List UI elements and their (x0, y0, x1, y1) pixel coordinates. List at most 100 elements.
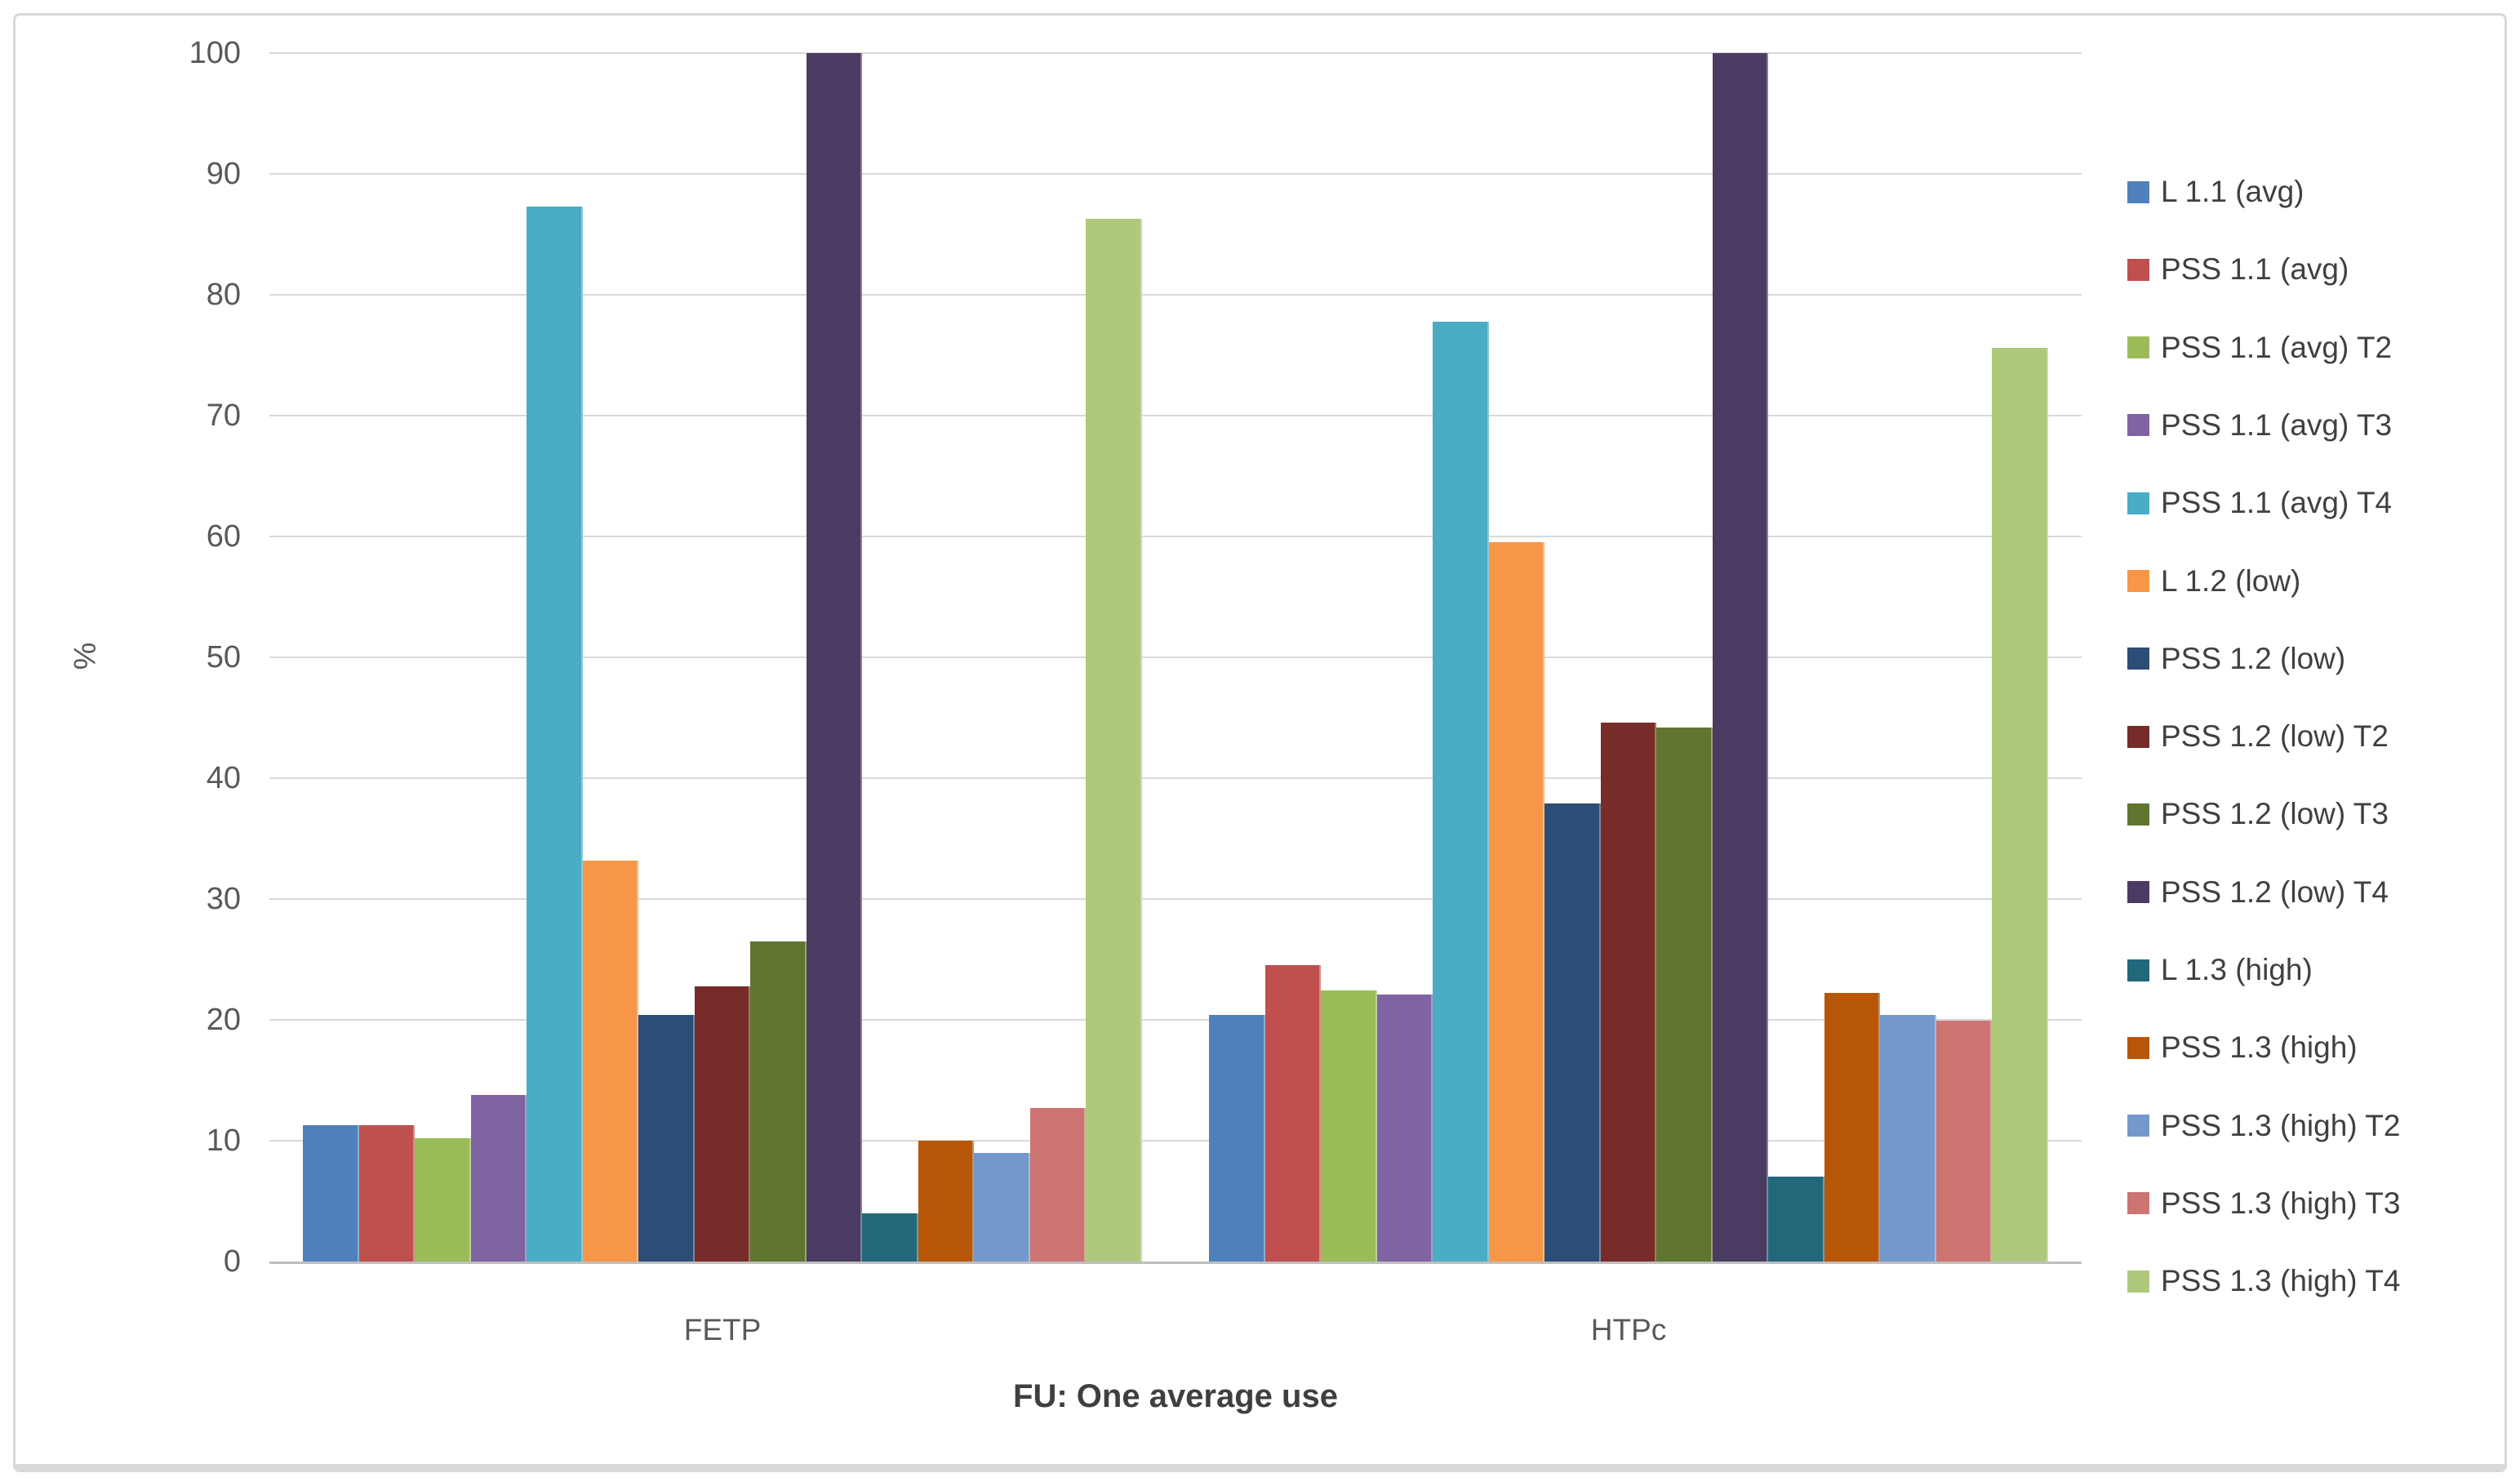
bar-HTPc-PSS-1.1-(avg)-T3 (1376, 994, 1433, 1262)
legend-label: PSS 1.2 (low) T4 (2161, 875, 2389, 909)
legend-label: PSS 1.1 (avg) T4 (2161, 486, 2393, 520)
bar-FETP-L-1.3-(high) (862, 1213, 918, 1262)
y-tick-label-80: 80 (206, 278, 241, 312)
y-gridline-80 (269, 294, 2082, 296)
bar-FETP-PSS-1.3-(high)-T2 (974, 1152, 1030, 1262)
bar-HTPc-L-1.2-(low) (1488, 542, 1545, 1262)
y-tick-label-70: 70 (206, 398, 241, 433)
legend-item-PSS-1.3-(high)-T2: PSS 1.3 (high) T2 (2127, 1107, 2400, 1145)
bar-FETP-PSS-1.1-(avg)-T2 (415, 1138, 471, 1262)
bar-HTPc-PSS-1.3-(high)-T2 (1880, 1015, 1936, 1262)
bar-HTPc-PSS-1.1-(avg)-T4 (1433, 321, 1489, 1262)
legend-swatch-icon (2127, 336, 2149, 359)
bar-HTPc-PSS-1.2-(low)-T4 (1712, 53, 1769, 1262)
y-tick-label-100: 100 (189, 36, 241, 70)
legend-item-PSS-1.3-(high)-T3: PSS 1.3 (high) T3 (2127, 1185, 2400, 1222)
bar-HTPc-PSS-1.2-(low)-T2 (1600, 722, 1657, 1262)
legend-item-PSS-1.2-(low)-T3: PSS 1.2 (low) T3 (2127, 795, 2389, 833)
legend-item-PSS-1.1-(avg): PSS 1.1 (avg) (2127, 251, 2349, 288)
y-tick-label-90: 90 (206, 157, 241, 191)
x-axis-title: FU: One average use (1013, 1378, 1338, 1414)
bar-FETP-PSS-1.1-(avg) (358, 1124, 416, 1262)
y-tick-label-10: 10 (206, 1124, 241, 1158)
legend-swatch-icon (2127, 258, 2149, 281)
bar-FETP-PSS-1.2-(low)-T4 (806, 53, 863, 1262)
legend-item-PSS-1.2-(low): PSS 1.2 (low) (2127, 640, 2345, 678)
y-tick-label-0: 0 (223, 1244, 241, 1279)
legend-label: PSS 1.1 (avg) T3 (2161, 407, 2393, 442)
y-gridline-50 (269, 656, 2082, 658)
legend-label: PSS 1.3 (high) (2161, 1030, 2358, 1065)
category-label-FETP: FETP (683, 1313, 762, 1346)
legend-label: PSS 1.3 (high) T3 (2161, 1186, 2401, 1220)
legend-item-PSS-1.1-(avg)-T4: PSS 1.1 (avg) T4 (2127, 484, 2392, 522)
bar-FETP-PSS-1.3-(high)-T3 (1029, 1108, 1087, 1262)
y-gridline-70 (269, 415, 2082, 416)
legend-label: PSS 1.3 (high) T4 (2161, 1264, 2401, 1298)
legend-item-PSS-1.3-(high): PSS 1.3 (high) (2127, 1029, 2358, 1066)
legend-item-L-1.2-(low): L 1.2 (low) (2127, 563, 2300, 600)
bar-HTPc-PSS-1.1-(avg)-T2 (1321, 990, 1377, 1262)
legend-swatch-icon (2127, 1192, 2149, 1215)
bar-HTPc-PSS-1.3-(high)-T4 (1992, 348, 2048, 1262)
y-gridline-20 (269, 1019, 2082, 1021)
legend-swatch-icon (2127, 803, 2149, 826)
legend-swatch-icon (2127, 648, 2149, 670)
y-gridline-30 (269, 898, 2082, 900)
legend-item-L-1.1-(avg): L 1.1 (avg) (2127, 173, 2304, 211)
legend-item-PSS-1.3-(high)-T4: PSS 1.3 (high) T4 (2127, 1262, 2400, 1300)
bar-FETP-L-1.1-(avg) (303, 1124, 359, 1262)
legend-swatch-icon (2127, 959, 2149, 981)
y-gridline-90 (269, 173, 2082, 175)
legend-item-PSS-1.2-(low)-T4: PSS 1.2 (low) T4 (2127, 874, 2389, 911)
legend-swatch-icon (2127, 180, 2149, 203)
bar-HTPc-PSS-1.3-(high) (1824, 993, 1881, 1262)
bar-FETP-L-1.2-(low) (582, 860, 639, 1262)
y-tick-label-60: 60 (206, 519, 241, 554)
legend-swatch-icon (2127, 570, 2149, 592)
bar-HTPc-PSS-1.1-(avg) (1264, 965, 1322, 1262)
y-gridline-100 (269, 52, 2082, 54)
legend-swatch-icon (2127, 725, 2149, 748)
legend-item-PSS-1.1-(avg)-T3: PSS 1.1 (avg) T3 (2127, 407, 2392, 444)
bar-HTPc-L-1.3-(high) (1768, 1177, 1824, 1262)
plot-area (269, 52, 2082, 1264)
legend-label: PSS 1.2 (low) T2 (2161, 719, 2389, 754)
legend-label: L 1.3 (high) (2161, 953, 2313, 986)
legend-swatch-icon (2127, 881, 2149, 904)
y-gridline-10 (269, 1140, 2082, 1142)
y-gridline-60 (269, 536, 2082, 537)
bar-FETP-PSS-1.2-(low)-T3 (750, 941, 807, 1262)
category-label-HTPc: HTPc (1590, 1313, 1667, 1346)
legend-label: L 1.1 (avg) (2161, 175, 2304, 208)
y-tick-label-50: 50 (206, 640, 241, 674)
bar-FETP-PSS-1.1-(avg)-T4 (527, 206, 583, 1262)
bar-FETP-PSS-1.3-(high) (918, 1141, 975, 1262)
legend-swatch-icon (2127, 1270, 2149, 1293)
legend-swatch-icon (2127, 1115, 2149, 1137)
bar-FETP-PSS-1.2-(low)-T2 (694, 986, 751, 1262)
bar-HTPc-L-1.1-(avg) (1209, 1015, 1265, 1262)
bar-HTPc-PSS-1.2-(low) (1544, 803, 1601, 1262)
bar-HTPc-PSS-1.3-(high)-T3 (1936, 1021, 1993, 1262)
legend-swatch-icon (2127, 414, 2149, 437)
y-axis-label: % (68, 642, 103, 670)
y-tick-label-30: 30 (206, 882, 241, 916)
legend-item-PSS-1.1-(avg)-T2: PSS 1.1 (avg) T2 (2127, 329, 2392, 367)
legend-label: PSS 1.2 (low) T3 (2161, 797, 2389, 831)
y-tick-label-20: 20 (206, 1003, 241, 1037)
legend-label: PSS 1.1 (avg) (2161, 252, 2349, 287)
bar-HTPc-PSS-1.2-(low)-T3 (1656, 727, 1713, 1262)
y-gridline-40 (269, 777, 2082, 779)
legend-item-PSS-1.2-(low)-T2: PSS 1.2 (low) T2 (2127, 718, 2389, 755)
legend-label: L 1.2 (low) (2161, 563, 2301, 598)
legend-label: PSS 1.2 (low) (2161, 641, 2346, 675)
legend-swatch-icon (2127, 492, 2149, 514)
legend-swatch-icon (2127, 1036, 2149, 1059)
bar-FETP-PSS-1.3-(high)-T4 (1086, 218, 1142, 1262)
y-tick-label-40: 40 (206, 761, 241, 795)
bar-FETP-PSS-1.2-(low) (638, 1015, 695, 1262)
legend-label: PSS 1.1 (avg) T2 (2161, 330, 2393, 364)
legend-item-L-1.3-(high): L 1.3 (high) (2127, 951, 2313, 989)
